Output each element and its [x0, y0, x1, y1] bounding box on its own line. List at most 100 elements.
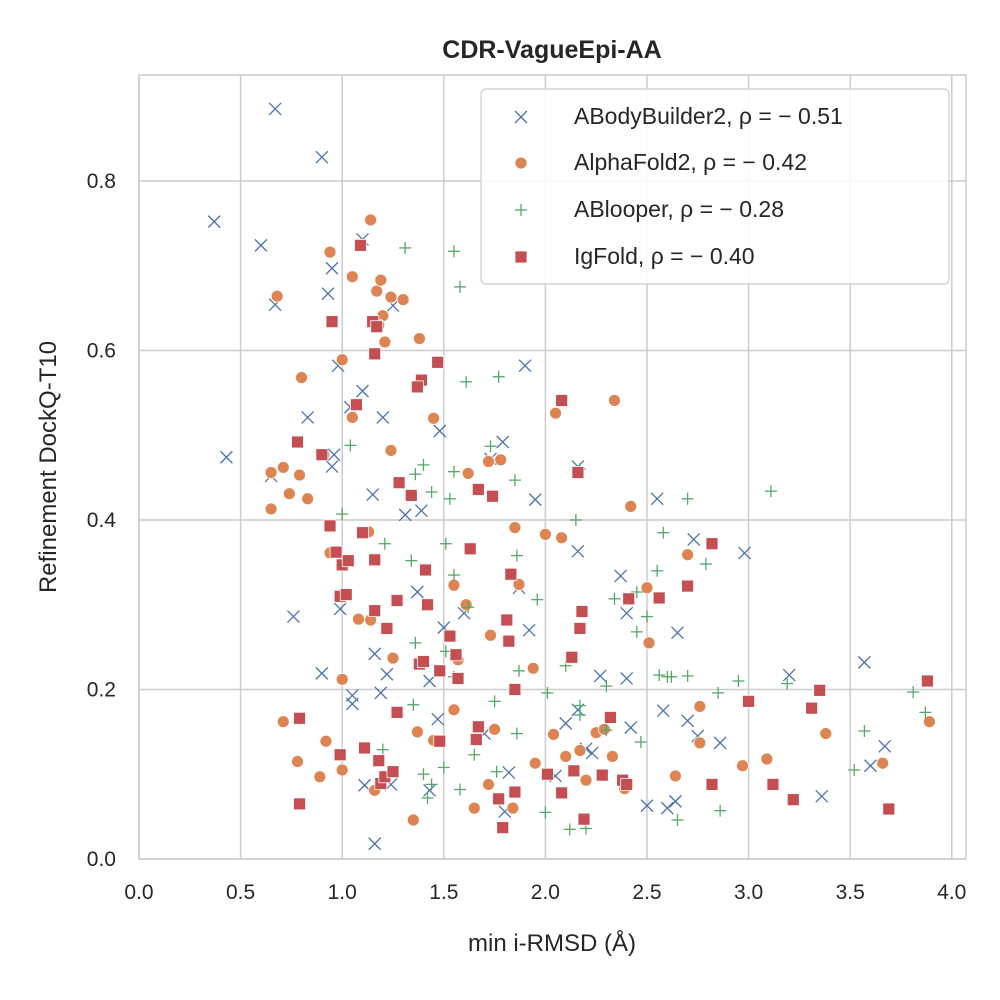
x-tick-label: 0.0 — [124, 881, 153, 904]
y-tick-label: 0.2 — [87, 678, 116, 701]
point-alphafold2 — [819, 727, 833, 740]
point-ablooper — [399, 241, 412, 254]
point-ablooper — [454, 783, 467, 796]
y-tick-label: 0.4 — [87, 509, 117, 532]
point-abodybuilder2 — [782, 668, 796, 682]
legend-label-igfold: IgFold, ρ = − 0.40 — [574, 243, 755, 269]
point-alphafold2 — [506, 801, 520, 815]
point-alphafold2 — [384, 444, 398, 457]
point-igfold — [358, 741, 371, 755]
point-abodybuilder2 — [656, 704, 670, 718]
point-igfold — [622, 592, 636, 606]
point-ablooper — [425, 486, 438, 499]
point-igfold — [356, 526, 369, 540]
point-ablooper — [405, 554, 418, 567]
legend-marker-ablooper — [515, 204, 527, 216]
x-tick-labels: 0.0 0.5 1.0 1.5 2.0 2.5 3.0 3.5 4.0 — [124, 881, 966, 904]
point-ablooper — [462, 601, 475, 614]
point-alphafold2 — [264, 466, 278, 479]
point-abodybuilder2 — [522, 623, 536, 637]
point-alphafold2 — [323, 245, 337, 259]
point-alphafold2 — [494, 453, 508, 467]
point-ablooper — [661, 670, 674, 683]
point-alphafold2 — [378, 335, 392, 349]
point-abodybuilder2 — [374, 686, 388, 700]
point-alphafold2 — [573, 744, 587, 757]
point-ablooper — [858, 725, 871, 738]
point-igfold — [431, 355, 445, 369]
point-alphafold2 — [282, 487, 296, 501]
point-abodybuilder2 — [219, 450, 233, 464]
point-igfold — [417, 655, 430, 668]
point-ablooper — [447, 245, 460, 258]
point-ablooper — [671, 814, 684, 827]
point-igfold — [766, 778, 780, 791]
point-ablooper — [378, 537, 391, 550]
point-abodybuilder2 — [857, 655, 871, 669]
point-abodybuilder2 — [345, 697, 359, 711]
point-igfold — [786, 793, 800, 807]
point-ablooper — [437, 761, 450, 774]
point-igfold — [471, 720, 485, 734]
legend-label-ablooper: ABlooper, ρ = − 0.28 — [574, 196, 784, 222]
point-igfold — [604, 711, 617, 724]
point-ablooper — [653, 669, 666, 682]
point-abodybuilder2 — [268, 102, 282, 116]
point-alphafold2 — [736, 759, 749, 773]
point-ablooper — [447, 465, 460, 478]
point-abodybuilder2 — [502, 766, 516, 780]
point-alphafold2 — [413, 332, 426, 345]
y-tick-label: 0.0 — [87, 848, 116, 871]
point-abodybuilder2 — [368, 647, 382, 661]
point-igfold — [496, 821, 510, 835]
point-igfold — [463, 542, 477, 556]
x-tick-label: 0.5 — [226, 881, 255, 904]
point-ablooper — [630, 586, 643, 599]
point-alphafold2 — [549, 406, 562, 420]
point-abodybuilder2 — [624, 721, 638, 735]
point-igfold — [652, 591, 666, 605]
x-tick-label: 1.5 — [429, 881, 458, 904]
x-tick-label: 2.0 — [531, 881, 560, 904]
x-tick-label: 3.0 — [734, 881, 763, 904]
legend-marker-igfold — [514, 250, 528, 264]
point-ablooper — [573, 708, 586, 721]
point-ablooper — [651, 564, 664, 577]
point-ablooper — [421, 791, 434, 804]
point-alphafold2 — [364, 213, 378, 227]
point-alphafold2 — [559, 750, 573, 763]
x-tick-label: 3.5 — [836, 881, 865, 904]
x-axis-label: min i-RMSD (Å) — [468, 929, 636, 957]
point-alphafold2 — [396, 293, 410, 307]
point-ablooper — [407, 698, 420, 711]
y-tick-labels: 0.0 0.2 0.4 0.6 0.8 — [87, 170, 117, 871]
point-abodybuilder2 — [571, 544, 585, 558]
point-alphafold2 — [640, 581, 654, 595]
point-abodybuilder2 — [528, 493, 542, 507]
point-ablooper — [443, 492, 456, 505]
point-igfold — [451, 672, 465, 685]
point-abodybuilder2 — [376, 410, 390, 424]
point-alphafold2 — [642, 636, 656, 650]
point-ablooper — [781, 677, 794, 690]
point-alphafold2 — [276, 461, 290, 474]
point-ablooper — [681, 669, 694, 682]
point-igfold — [920, 674, 934, 688]
point-igfold — [573, 622, 587, 635]
series-igfold — [291, 238, 934, 835]
point-abodybuilder2 — [368, 837, 382, 851]
point-ablooper — [541, 686, 554, 699]
point-igfold — [291, 435, 304, 449]
point-ablooper — [848, 764, 861, 777]
point-alphafold2 — [345, 270, 359, 284]
point-alphafold2 — [526, 661, 540, 675]
point-igfold — [742, 694, 755, 708]
point-abodybuilder2 — [668, 794, 682, 808]
point-ablooper — [447, 569, 460, 582]
point-alphafold2 — [295, 371, 308, 384]
point-alphafold2 — [335, 672, 349, 686]
point-ablooper — [454, 280, 467, 293]
point-ablooper — [510, 727, 523, 740]
series-abodybuilder2 — [207, 102, 892, 851]
